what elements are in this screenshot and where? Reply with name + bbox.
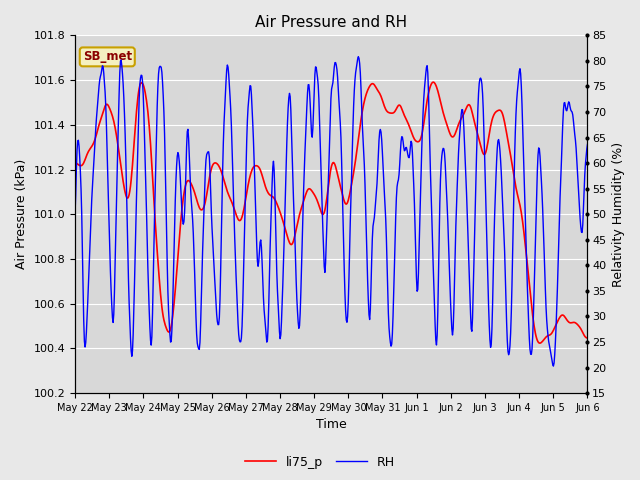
Text: SB_met: SB_met	[83, 50, 132, 63]
li75_p	[270, 195, 278, 201]
li75_p	[251, 163, 259, 169]
li75_p	[536, 340, 544, 346]
Y-axis label: Relativity Humidity (%): Relativity Humidity (%)	[612, 142, 625, 287]
li75_p	[384, 109, 392, 115]
li75_p	[584, 335, 591, 341]
RH	[131, 252, 139, 257]
Line: li75_p: li75_p	[75, 82, 588, 343]
Title: Air Pressure and RH: Air Pressure and RH	[255, 15, 407, 30]
RH	[550, 363, 557, 369]
RH	[584, 142, 591, 147]
RH	[413, 288, 421, 294]
RH	[355, 54, 362, 60]
li75_p	[71, 160, 79, 166]
X-axis label: Time: Time	[316, 419, 347, 432]
RH	[71, 211, 79, 217]
Line: RH: RH	[75, 57, 588, 366]
li75_p	[131, 126, 139, 132]
RH	[270, 167, 278, 173]
li75_p	[429, 79, 437, 85]
li75_p	[413, 138, 420, 144]
RH	[251, 177, 259, 183]
RH	[385, 311, 392, 316]
Y-axis label: Air Pressure (kPa): Air Pressure (kPa)	[15, 159, 28, 269]
RH	[225, 82, 233, 88]
li75_p	[225, 193, 233, 199]
Legend: li75_p, RH: li75_p, RH	[240, 451, 400, 474]
